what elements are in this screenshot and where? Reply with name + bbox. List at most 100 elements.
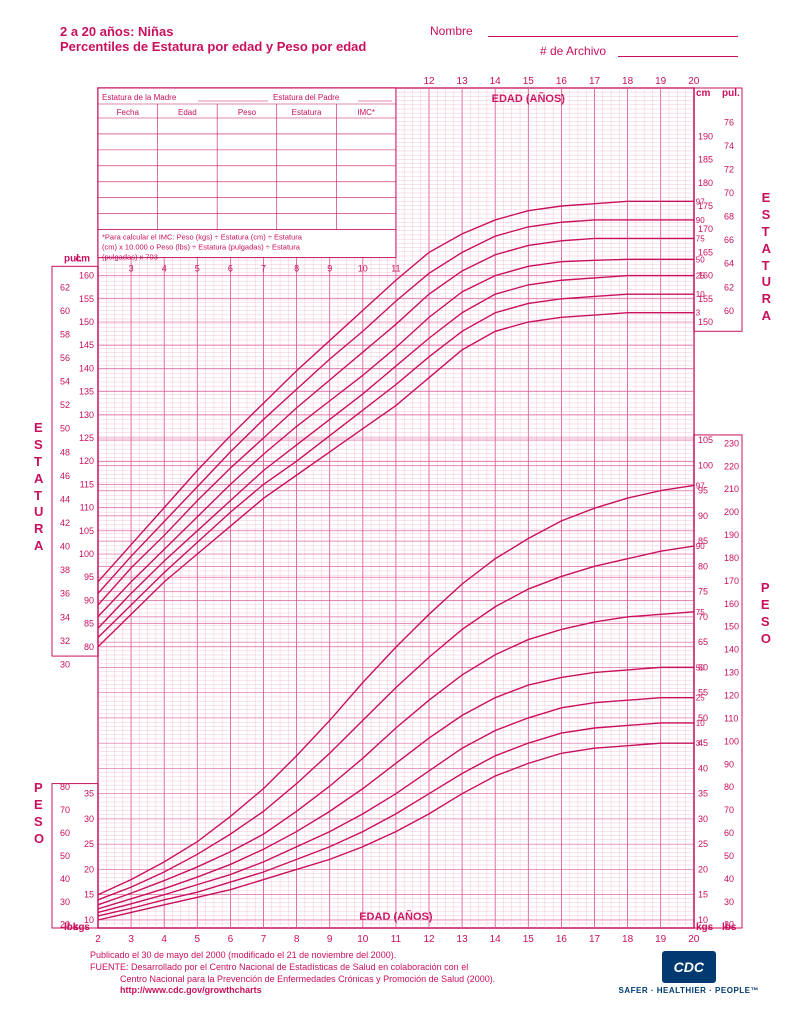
- svg-text:140: 140: [724, 645, 739, 655]
- svg-text:20: 20: [84, 864, 94, 874]
- svg-text:30: 30: [84, 814, 94, 824]
- svg-text:4: 4: [162, 264, 167, 274]
- svg-text:16: 16: [556, 76, 568, 87]
- svg-text:7: 7: [261, 264, 266, 274]
- svg-text:15: 15: [523, 76, 535, 87]
- svg-text:kgs: kgs: [696, 922, 714, 933]
- svg-text:44: 44: [60, 494, 70, 504]
- svg-text:110: 110: [724, 713, 738, 723]
- svg-text:40: 40: [60, 874, 70, 884]
- svg-text:230: 230: [724, 438, 739, 448]
- svg-text:50: 50: [696, 255, 705, 264]
- svg-text:8: 8: [294, 934, 300, 945]
- growth-chart: 2345678910111213141516171819201213141516…: [0, 0, 789, 1021]
- svg-text:110: 110: [80, 503, 94, 513]
- svg-text:90: 90: [724, 759, 734, 769]
- svg-text:50: 50: [724, 851, 734, 861]
- svg-text:155: 155: [79, 294, 94, 304]
- svg-text:IMC*: IMC*: [357, 108, 375, 117]
- svg-text:100: 100: [79, 549, 94, 559]
- svg-text:80: 80: [698, 561, 708, 571]
- svg-text:85: 85: [84, 619, 94, 629]
- svg-text:12: 12: [423, 934, 435, 945]
- svg-text:190: 190: [698, 131, 713, 141]
- svg-text:42: 42: [60, 518, 70, 528]
- svg-text:72: 72: [724, 164, 734, 174]
- svg-text:180: 180: [724, 553, 739, 563]
- svg-text:4: 4: [161, 934, 167, 945]
- svg-text:75: 75: [696, 234, 705, 243]
- svg-text:30: 30: [60, 659, 70, 669]
- svg-text:90: 90: [696, 542, 705, 551]
- svg-text:8: 8: [294, 264, 299, 274]
- svg-text:19: 19: [655, 76, 667, 87]
- svg-text:220: 220: [724, 461, 739, 471]
- svg-text:Peso: Peso: [238, 108, 257, 117]
- svg-text:58: 58: [60, 329, 70, 339]
- svg-text:46: 46: [60, 471, 70, 481]
- svg-text:150: 150: [79, 317, 94, 327]
- footer: Publicado el 30 de mayo del 2000 (modifi…: [90, 950, 495, 997]
- svg-text:EDAD (AÑOS): EDAD (AÑOS): [492, 92, 566, 105]
- svg-text:35: 35: [698, 789, 708, 799]
- svg-text:75: 75: [696, 608, 705, 617]
- svg-text:6: 6: [228, 264, 233, 274]
- svg-text:74: 74: [724, 141, 734, 151]
- svg-text:13: 13: [457, 934, 469, 945]
- svg-text:3: 3: [129, 264, 134, 274]
- svg-text:115: 115: [80, 479, 94, 489]
- svg-text:lbs: lbs: [722, 922, 737, 933]
- svg-text:70: 70: [724, 188, 734, 198]
- svg-text:Fecha: Fecha: [117, 108, 140, 117]
- svg-text:130: 130: [724, 668, 739, 678]
- svg-text:90: 90: [696, 216, 705, 225]
- svg-text:Estatura de la Madre: Estatura de la Madre: [102, 93, 177, 102]
- svg-text:140: 140: [79, 363, 94, 373]
- svg-text:40: 40: [698, 763, 708, 773]
- svg-text:10: 10: [358, 264, 368, 274]
- svg-text:25: 25: [84, 839, 94, 849]
- svg-text:(cm) x 10.000 o Peso (lbs) ÷ E: (cm) x 10.000 o Peso (lbs) ÷ Estatura (p…: [102, 243, 301, 252]
- svg-text:3: 3: [696, 309, 701, 318]
- svg-text:62: 62: [60, 282, 70, 292]
- svg-text:10: 10: [696, 719, 705, 728]
- svg-text:135: 135: [79, 387, 94, 397]
- svg-text:32: 32: [60, 636, 70, 646]
- svg-text:Edad: Edad: [178, 108, 197, 117]
- svg-text:36: 36: [60, 589, 70, 599]
- svg-text:190: 190: [724, 530, 739, 540]
- svg-text:130: 130: [79, 410, 94, 420]
- svg-text:90: 90: [84, 595, 94, 605]
- svg-text:38: 38: [60, 565, 70, 575]
- svg-text:75: 75: [698, 587, 708, 597]
- svg-text:210: 210: [724, 484, 739, 494]
- svg-text:16: 16: [556, 934, 568, 945]
- svg-text:11: 11: [391, 264, 400, 274]
- svg-text:50: 50: [60, 851, 70, 861]
- svg-text:76: 76: [724, 117, 734, 127]
- svg-text:180: 180: [698, 178, 713, 188]
- svg-text:160: 160: [724, 599, 739, 609]
- cdc-tagline: SAFER · HEALTHIER · PEOPLE™: [619, 986, 759, 995]
- svg-text:150: 150: [724, 622, 739, 632]
- svg-text:64: 64: [724, 259, 734, 269]
- svg-text:62: 62: [724, 282, 734, 292]
- svg-text:48: 48: [60, 447, 70, 457]
- svg-text:105: 105: [79, 526, 94, 536]
- svg-text:160: 160: [79, 271, 94, 281]
- svg-text:40: 40: [724, 874, 734, 884]
- svg-text:95: 95: [84, 572, 94, 582]
- svg-text:60: 60: [724, 306, 734, 316]
- svg-text:Estatura: Estatura: [292, 108, 322, 117]
- footer-url: http://www.cdc.gov/growthcharts: [90, 985, 495, 997]
- footer-line3: Centro Nacional para la Prevención de En…: [90, 974, 495, 986]
- svg-text:68: 68: [724, 212, 734, 222]
- svg-text:90: 90: [698, 511, 708, 521]
- svg-text:35: 35: [84, 789, 94, 799]
- svg-text:200: 200: [724, 507, 739, 517]
- svg-text:105: 105: [698, 435, 713, 445]
- svg-text:30: 30: [698, 814, 708, 824]
- svg-text:25: 25: [696, 694, 705, 703]
- svg-text:pul.: pul.: [722, 88, 740, 99]
- svg-text:185: 185: [698, 155, 713, 165]
